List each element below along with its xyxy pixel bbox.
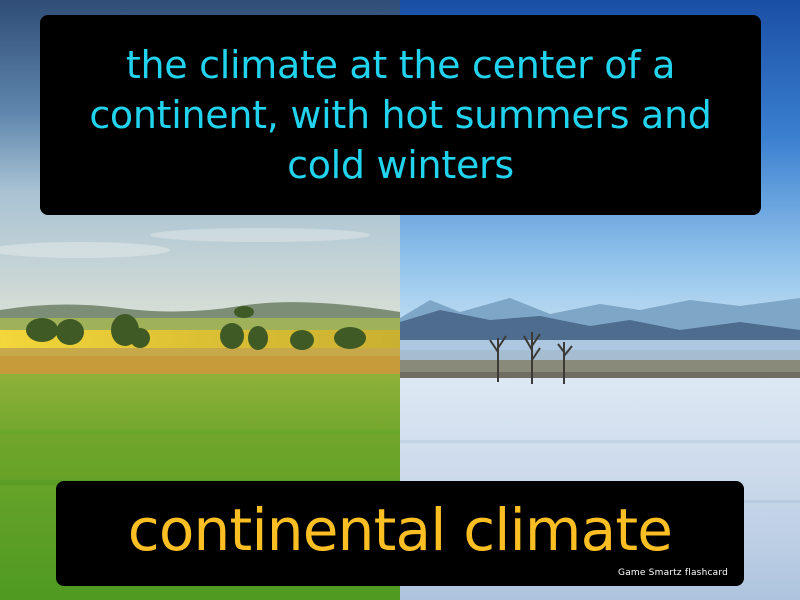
definition-box: the climate at the center of a continent… — [40, 15, 761, 215]
brand-watermark: Game Smartz flashcard — [618, 568, 728, 578]
term-box: continental climate Game Smartz flashcar… — [56, 481, 744, 586]
definition-text: the climate at the center of a continent… — [89, 43, 712, 187]
term-text: continental climate — [127, 495, 673, 564]
